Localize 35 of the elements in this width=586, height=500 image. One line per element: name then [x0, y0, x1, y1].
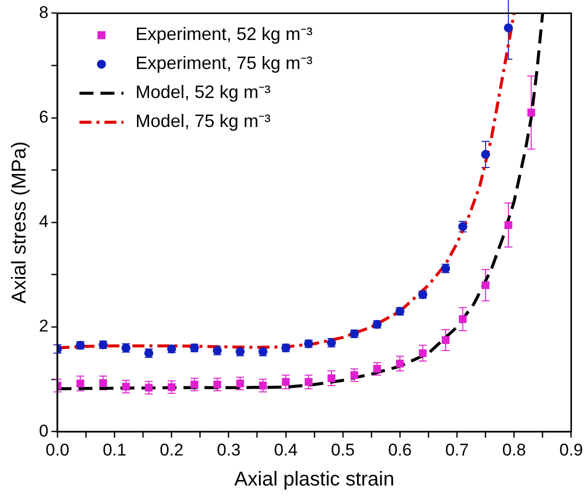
- x-tick-label: 0.6: [388, 440, 412, 460]
- y-axis-title: Axial stress (MPa): [8, 141, 31, 304]
- legend-label: Experiment, 75 kg m⁻³: [135, 53, 313, 74]
- y-tick-label: 8: [38, 2, 48, 22]
- point: [504, 23, 513, 32]
- point: [99, 379, 108, 387]
- point: [442, 336, 450, 344]
- y-tick-label: 4: [38, 212, 48, 232]
- point: [328, 374, 336, 382]
- y-tick-label: 6: [38, 107, 48, 126]
- point: [527, 108, 536, 116]
- y-tick-label: 0: [38, 421, 48, 440]
- x-tick-label: 0.8: [502, 440, 526, 460]
- x-axis-title: Axial plastic strain: [234, 468, 394, 491]
- x-tick-label: 0.3: [216, 440, 241, 460]
- point: [396, 360, 404, 368]
- y-tick-label: 2: [38, 316, 48, 336]
- x-tick-label: 0.4: [274, 440, 298, 460]
- x-tick-label: 0.9: [559, 440, 584, 460]
- legend-label: Experiment, 52 kg m⁻³: [135, 24, 313, 44]
- legend-label: Model, 52 kg m⁻³: [135, 82, 271, 102]
- point: [418, 349, 427, 358]
- point: [282, 378, 290, 386]
- x-tick-label: 0.5: [331, 440, 355, 460]
- point: [76, 380, 84, 388]
- point: [481, 150, 490, 159]
- point: [504, 221, 512, 229]
- x-tick-label: 0.0: [46, 440, 70, 460]
- legend-label: Model, 75 kg m⁻³: [135, 111, 271, 132]
- x-tick-label: 0.7: [445, 440, 469, 460]
- point: [304, 378, 312, 386]
- point: [458, 315, 467, 324]
- x-tick-label: 0.2: [160, 440, 184, 460]
- x-tick-label: 0.1: [102, 440, 126, 460]
- point: [482, 281, 490, 290]
